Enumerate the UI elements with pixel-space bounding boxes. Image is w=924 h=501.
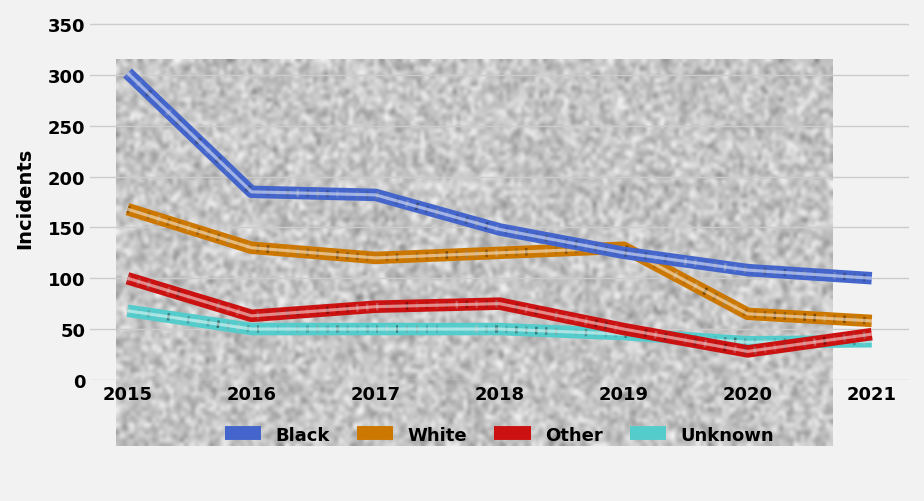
Legend: Black, White, Other, Unknown: Black, White, Other, Unknown (218, 419, 782, 451)
Y-axis label: Incidents: Incidents (15, 147, 34, 248)
